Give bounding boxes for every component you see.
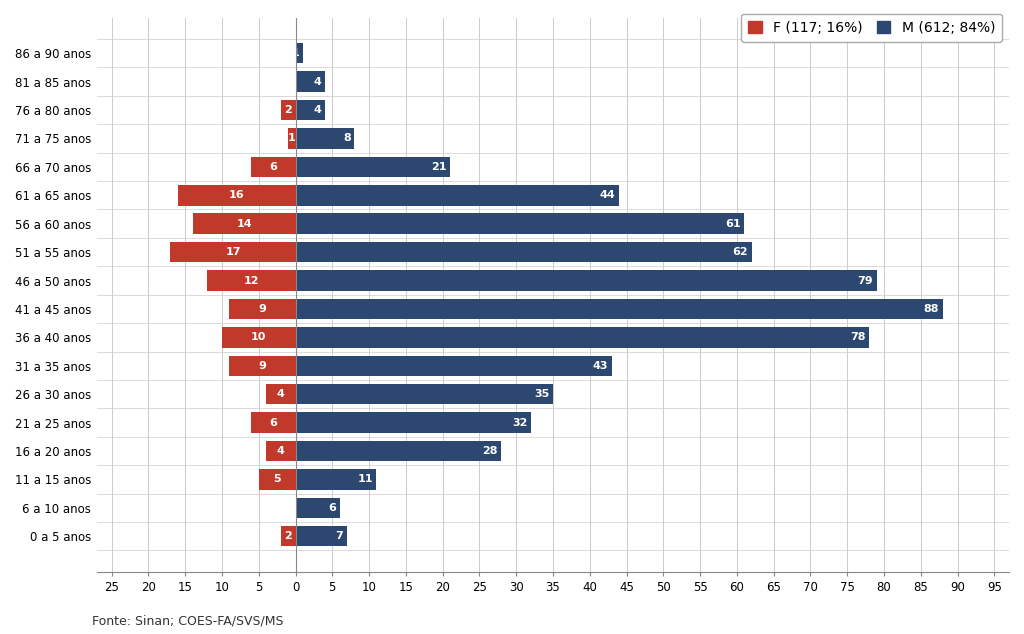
Text: 4: 4 (313, 77, 322, 87)
Bar (296, 469, 377, 489)
Text: 1: 1 (292, 48, 299, 58)
Text: 79: 79 (857, 276, 872, 285)
Bar (170, 242, 296, 262)
Bar (288, 128, 296, 149)
Text: 62: 62 (732, 247, 748, 257)
Bar (252, 157, 296, 177)
Text: 44: 44 (600, 190, 615, 200)
Text: 43: 43 (593, 361, 608, 371)
Bar (296, 327, 869, 347)
Text: 9: 9 (258, 361, 266, 371)
Text: 61: 61 (725, 219, 740, 229)
Bar (296, 242, 752, 262)
Bar (207, 270, 296, 291)
Bar (296, 356, 611, 376)
Text: 11: 11 (357, 474, 373, 484)
Text: 12: 12 (244, 276, 259, 285)
Bar (296, 214, 744, 234)
Bar (296, 185, 620, 205)
Legend: F (117; 16%), M (612; 84%): F (117; 16%), M (612; 84%) (741, 14, 1002, 42)
Text: Fonte: Sinan; COES-FA/SVS/MS: Fonte: Sinan; COES-FA/SVS/MS (92, 614, 284, 628)
Text: 2: 2 (285, 105, 292, 115)
Bar (222, 327, 296, 347)
Text: 32: 32 (512, 418, 527, 427)
Text: 17: 17 (225, 247, 241, 257)
Text: 6: 6 (328, 503, 336, 513)
Bar (296, 270, 877, 291)
Text: 6: 6 (269, 162, 278, 172)
Bar (193, 214, 296, 234)
Bar (296, 412, 530, 433)
Bar (296, 128, 354, 149)
Bar (296, 441, 502, 461)
Text: 7: 7 (336, 531, 343, 541)
Bar (296, 384, 553, 404)
Text: 8: 8 (343, 133, 350, 143)
Text: 4: 4 (276, 389, 285, 399)
Text: 28: 28 (482, 446, 498, 456)
Bar (259, 469, 296, 489)
Bar (296, 100, 325, 120)
Bar (281, 526, 296, 547)
Text: 16: 16 (229, 190, 245, 200)
Bar (252, 412, 296, 433)
Bar (296, 526, 347, 547)
Text: 9: 9 (258, 304, 266, 314)
Bar (229, 299, 296, 319)
Text: 1: 1 (288, 133, 296, 143)
Text: 21: 21 (431, 162, 446, 172)
Text: 78: 78 (850, 332, 865, 342)
Bar (296, 157, 450, 177)
Text: 10: 10 (251, 332, 266, 342)
Text: 4: 4 (313, 105, 322, 115)
Bar (296, 299, 943, 319)
Bar (229, 356, 296, 376)
Bar (281, 100, 296, 120)
Bar (296, 43, 303, 63)
Bar (266, 441, 296, 461)
Text: 14: 14 (237, 219, 252, 229)
Text: 88: 88 (924, 304, 939, 314)
Text: 35: 35 (535, 389, 549, 399)
Bar (296, 498, 340, 518)
Text: 4: 4 (276, 446, 285, 456)
Text: 5: 5 (273, 474, 281, 484)
Bar (296, 72, 325, 92)
Text: 6: 6 (269, 418, 278, 427)
Bar (178, 185, 296, 205)
Bar (266, 384, 296, 404)
Text: 2: 2 (285, 531, 292, 541)
